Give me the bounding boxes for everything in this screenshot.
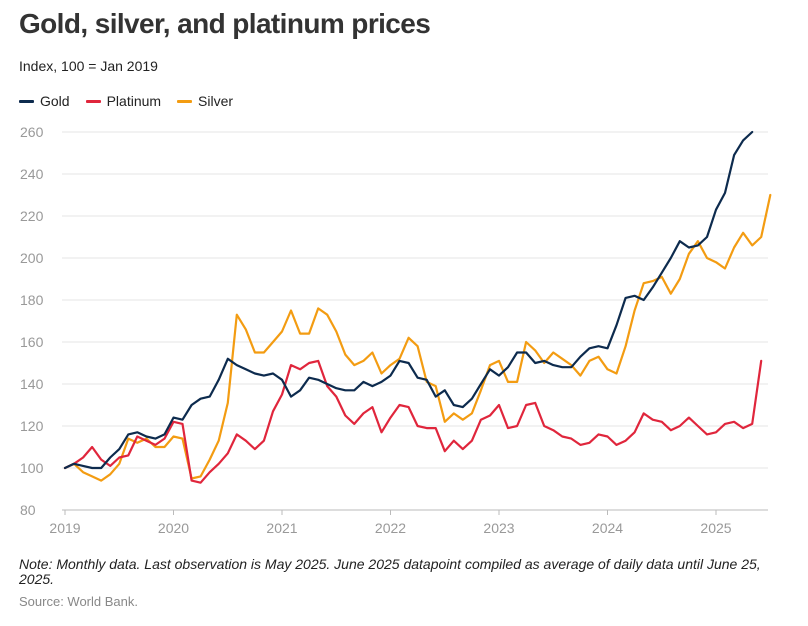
y-tick-label: 160	[20, 334, 44, 350]
legend: Gold Platinum Silver	[19, 93, 233, 109]
y-tick-label: 180	[20, 292, 44, 308]
x-axis-ticks: 2019 2020 2021 2022 2023 2024 2025	[49, 510, 732, 536]
y-tick-label: 80	[20, 502, 36, 518]
y-tick-label: 140	[20, 376, 44, 392]
y-tick-label: 220	[20, 208, 44, 224]
chart-source: Source: World Bank.	[19, 594, 138, 609]
series-lines	[63, 130, 772, 484]
y-tick-label: 120	[20, 418, 44, 434]
x-tick-label: 2025	[700, 520, 731, 536]
series-line-platinum	[63, 359, 763, 484]
legend-label-gold: Gold	[40, 93, 70, 109]
legend-item-gold: Gold	[19, 93, 70, 109]
y-axis-ticks: 80 100 120 140 160 180 200 220 240 260	[20, 124, 44, 518]
chart-note: Note: Monthly data. Last observation is …	[19, 556, 761, 587]
x-tick-label: 2020	[158, 520, 189, 536]
legend-swatch-platinum	[85, 99, 101, 103]
y-tick-label: 200	[20, 250, 44, 266]
y-tick-label: 260	[20, 124, 44, 140]
series-line-gold	[63, 130, 754, 470]
chart-subtitle: Index, 100 = Jan 2019	[19, 58, 158, 74]
chart-title: Gold, silver, and platinum prices	[19, 8, 431, 39]
y-tick-label: 100	[20, 460, 44, 476]
x-tick-label: 2021	[266, 520, 297, 536]
legend-item-platinum: Platinum	[85, 93, 162, 109]
x-tick-label: 2019	[49, 520, 80, 536]
x-tick-label: 2024	[592, 520, 623, 536]
x-tick-label: 2023	[483, 520, 514, 536]
legend-label-silver: Silver	[198, 93, 234, 109]
legend-swatch-silver	[177, 99, 193, 103]
gridlines	[62, 131, 768, 511]
legend-label-platinum: Platinum	[106, 93, 162, 109]
legend-item-silver: Silver	[177, 93, 233, 109]
y-tick-label: 240	[20, 166, 44, 182]
legend-swatch-gold	[19, 99, 34, 103]
series-line-silver	[63, 193, 772, 482]
x-tick-label: 2022	[375, 520, 406, 536]
